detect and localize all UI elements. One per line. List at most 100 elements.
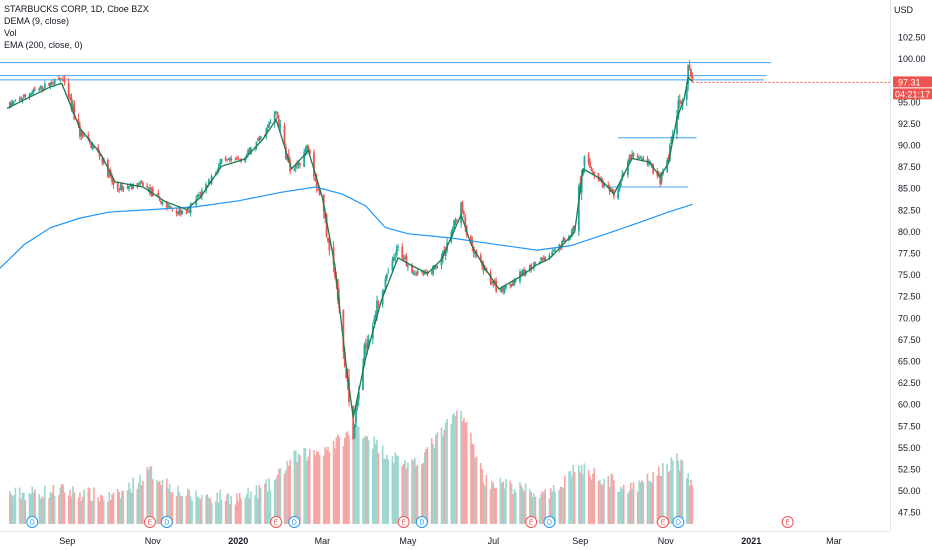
volume-bar — [499, 477, 502, 524]
volume-bar — [209, 498, 212, 524]
ema-indicator-label[interactable]: EMA (200, close, 0) — [4, 40, 83, 50]
volume-bar — [276, 474, 279, 524]
candle-body — [299, 163, 301, 166]
candle-body — [57, 77, 60, 80]
candle-body — [356, 399, 359, 408]
volume-bar — [201, 495, 203, 524]
candle-body — [491, 282, 493, 284]
volume-bar — [561, 487, 563, 524]
volume-bar — [617, 491, 619, 524]
volume-bar — [67, 495, 70, 524]
volume-bar — [583, 463, 586, 524]
volume-bar — [402, 464, 405, 524]
volume-bar — [244, 497, 247, 524]
price-tick-label: 47.50 — [898, 508, 921, 518]
candle-body — [495, 280, 498, 292]
candle-body — [629, 155, 632, 159]
volume-bar — [79, 492, 81, 524]
price-tick-label: 67.50 — [898, 335, 921, 345]
volume-bar — [80, 500, 83, 524]
candle-body — [587, 154, 590, 163]
volume-bar — [88, 488, 91, 524]
volume-bar — [73, 492, 76, 524]
volume-bar — [181, 496, 184, 524]
volume-bar — [690, 479, 692, 524]
candle-body — [265, 128, 268, 135]
volume-bar — [69, 489, 71, 524]
candle-body — [440, 257, 443, 266]
volume-bar — [275, 478, 277, 524]
volume-bar — [90, 501, 92, 524]
candle-body — [279, 124, 282, 127]
volume-bar — [386, 455, 388, 524]
volume-bar — [687, 473, 689, 524]
volume-bar — [226, 494, 228, 524]
candle-body — [589, 161, 591, 168]
candle-body — [220, 158, 223, 164]
volume-bar — [325, 449, 328, 524]
candle-body — [200, 190, 203, 197]
candle-body — [188, 210, 191, 212]
volume-bar — [461, 421, 464, 524]
volume-bar — [44, 485, 46, 524]
volume-bar — [208, 497, 210, 524]
candle-body — [126, 186, 129, 189]
countdown-box — [893, 88, 932, 100]
volume-bar — [639, 482, 642, 524]
candle-body — [603, 183, 605, 186]
volume-bar — [121, 490, 123, 524]
candle-body — [24, 94, 27, 97]
volume-bar — [579, 472, 582, 524]
volume-bar — [151, 479, 154, 524]
volume-indicator-label[interactable]: Vol — [4, 28, 17, 38]
volume-bar — [523, 491, 525, 524]
volume-bar — [171, 492, 174, 524]
candle-body — [470, 236, 472, 243]
candle-body — [373, 319, 376, 324]
volume-bar — [676, 453, 678, 524]
candle-body — [327, 237, 329, 242]
candle-body — [593, 172, 596, 176]
candle-body — [307, 146, 310, 150]
volume-bar — [384, 458, 387, 524]
candle-body — [43, 83, 46, 88]
candle-body — [523, 269, 526, 274]
candle-body — [405, 256, 408, 266]
candle-body — [464, 217, 467, 226]
volume-bar — [307, 456, 310, 524]
candle-body — [412, 273, 415, 275]
volume-bar — [489, 489, 492, 524]
volume-bar — [28, 492, 31, 524]
time-axis[interactable]: Sep Nov 2020 Mar May Jul Sep Nov 2021 Mar — [59, 536, 841, 546]
volume-bar — [592, 473, 594, 524]
candle-body — [140, 181, 143, 184]
candle-body — [352, 406, 355, 440]
volume-bar — [238, 492, 241, 524]
volume-bar — [514, 491, 517, 524]
volume-bar — [638, 480, 640, 524]
volume-bar — [685, 478, 688, 524]
volume-bar — [60, 484, 63, 524]
volume-bar — [14, 487, 17, 524]
candle-body — [306, 145, 308, 152]
candle-body — [376, 300, 378, 315]
price-tick-label: 95.00 — [898, 97, 921, 107]
volume-bar — [254, 495, 256, 524]
volume-bar — [666, 463, 668, 524]
volume-bar — [421, 463, 423, 524]
volume-bar — [548, 498, 551, 524]
candle-body — [283, 125, 286, 145]
candle-body — [648, 161, 650, 165]
dema-indicator-label[interactable]: DEMA (9, close) — [4, 16, 70, 26]
price-tick-label: 80.00 — [898, 227, 921, 237]
candle-body — [542, 257, 545, 261]
candle-body — [317, 188, 320, 190]
volume-bar — [393, 463, 395, 524]
symbol-title[interactable]: STARBUCKS CORP, 1D, Cboe BZX — [4, 4, 149, 14]
candle-body — [362, 366, 364, 391]
volume-bar — [338, 436, 340, 524]
candle-body — [561, 240, 563, 247]
candle-body — [652, 164, 655, 173]
